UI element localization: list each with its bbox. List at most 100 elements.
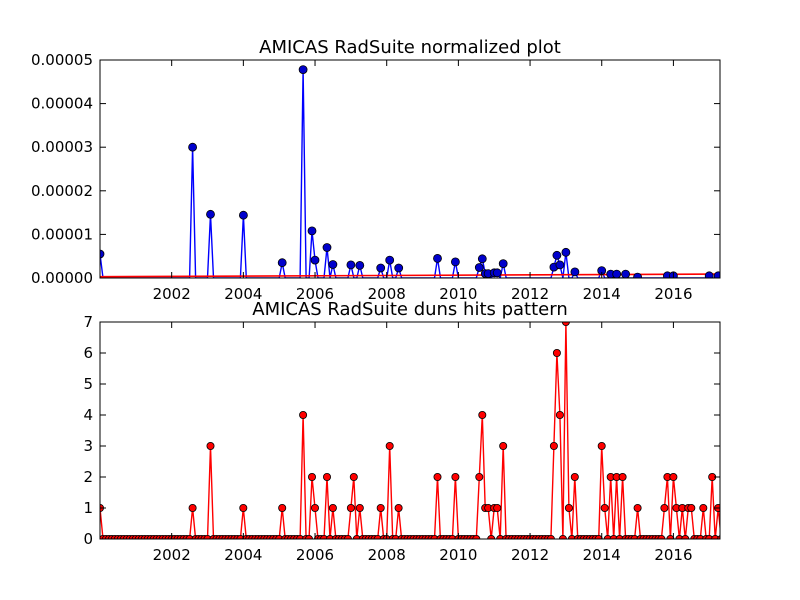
- data-point: [322, 243, 332, 252]
- data-point: [561, 247, 571, 257]
- data-point: [391, 535, 400, 539]
- data-point: [277, 258, 287, 268]
- data-point: [394, 263, 404, 273]
- normalized-plot-title: AMICAS RadSuite normalized plot: [259, 37, 561, 58]
- data-point: [675, 535, 684, 539]
- data-point: [433, 253, 442, 263]
- data-point: [385, 441, 394, 450]
- data-point: [185, 535, 194, 539]
- data-point: [555, 410, 564, 419]
- data-point: [328, 260, 338, 269]
- axes-frame: [99, 59, 721, 279]
- data-point: [450, 257, 460, 267]
- data-point: [322, 472, 331, 481]
- data-point: [376, 263, 386, 273]
- data-point: [681, 535, 690, 539]
- data-point: [713, 271, 720, 278]
- y-tick-label: 0.00001: [31, 225, 93, 243]
- data-point: [206, 441, 215, 450]
- data-point: [699, 503, 708, 512]
- data-point: [275, 535, 284, 539]
- data-point: [633, 503, 642, 512]
- y-tick-label: 5: [83, 375, 93, 393]
- data-point: [299, 410, 308, 419]
- data-point: [430, 535, 439, 539]
- data-point: [320, 535, 328, 539]
- data-point: [346, 503, 355, 512]
- x-tick-label: 2016: [654, 546, 692, 564]
- y-tick-label: 0: [83, 530, 93, 548]
- data-point: [475, 472, 484, 481]
- x-tick-label: 2002: [153, 285, 191, 303]
- data-point: [597, 441, 606, 450]
- duns-hits-title: AMICAS RadSuite duns hits pattern: [252, 299, 567, 320]
- data-point: [206, 209, 215, 219]
- data-point: [477, 254, 487, 264]
- data-point: [100, 249, 105, 259]
- data-point: [472, 535, 481, 539]
- data-point: [305, 535, 313, 539]
- plot-area: [100, 65, 720, 278]
- data-point: [499, 441, 508, 450]
- data-point: [238, 210, 248, 220]
- data-point: [298, 65, 308, 74]
- data-point: [615, 535, 624, 539]
- data-point: [326, 535, 334, 539]
- data-point: [657, 535, 666, 539]
- data-point: [600, 503, 609, 512]
- data-point: [352, 535, 361, 539]
- y-tick-label: 7: [83, 313, 93, 331]
- data-point: [296, 535, 305, 539]
- data-point: [498, 259, 508, 269]
- normalized-plot-panel: AMICAS RadSuite normalized plot 2002 2004…: [31, 37, 721, 303]
- data-point: [609, 535, 618, 539]
- x-tick-label: 2006: [296, 546, 334, 564]
- data-point: [349, 472, 358, 481]
- y-tick-label: 0.00002: [31, 182, 93, 200]
- data-point: [478, 410, 487, 419]
- data-point: [567, 535, 576, 539]
- data-point: [696, 535, 705, 539]
- x-tick-label: 2014: [583, 285, 621, 303]
- x-tick-label: 2004: [224, 285, 262, 303]
- data-point: [474, 263, 484, 272]
- x-tick-label: 2002: [153, 546, 191, 564]
- data-point: [594, 535, 603, 539]
- data-point: [660, 503, 669, 512]
- data-point: [711, 535, 720, 539]
- y-tick-label: 4: [83, 406, 93, 424]
- y-tick-label: 2: [83, 468, 93, 486]
- data-point: [552, 250, 562, 260]
- x-tick-label: 2008: [368, 285, 406, 303]
- data-point: [310, 255, 320, 265]
- data-point: [188, 503, 197, 512]
- data-point: [621, 269, 630, 278]
- duns-hits-panel: AMICAS RadSuite duns hits pattern 2002 20…: [83, 299, 721, 564]
- data-point: [236, 535, 245, 539]
- y-tick-label: 0.00003: [31, 138, 93, 156]
- data-point: [669, 472, 678, 481]
- x-tick-label: 2006: [296, 285, 334, 303]
- data-point: [307, 226, 317, 236]
- data-point: [376, 503, 385, 512]
- data-point: [603, 535, 612, 539]
- x-tick-label: 2012: [511, 285, 549, 303]
- data-point: [564, 503, 573, 512]
- data-point: [704, 271, 714, 278]
- series-line: [100, 322, 720, 539]
- data-point: [355, 503, 364, 512]
- y-tick-label: 0.00000: [31, 269, 93, 287]
- axes-frame: [99, 321, 721, 540]
- data-point: [687, 503, 696, 512]
- y-tick-label: 3: [83, 437, 93, 455]
- data-point: [633, 272, 642, 278]
- data-point: [343, 535, 352, 539]
- x-tick-label: 2010: [439, 285, 477, 303]
- data-point: [328, 503, 337, 512]
- data-point: [188, 142, 198, 152]
- data-point: [666, 535, 675, 539]
- plot-area: [100, 322, 720, 539]
- data-point: [385, 255, 395, 265]
- data-point: [492, 268, 502, 278]
